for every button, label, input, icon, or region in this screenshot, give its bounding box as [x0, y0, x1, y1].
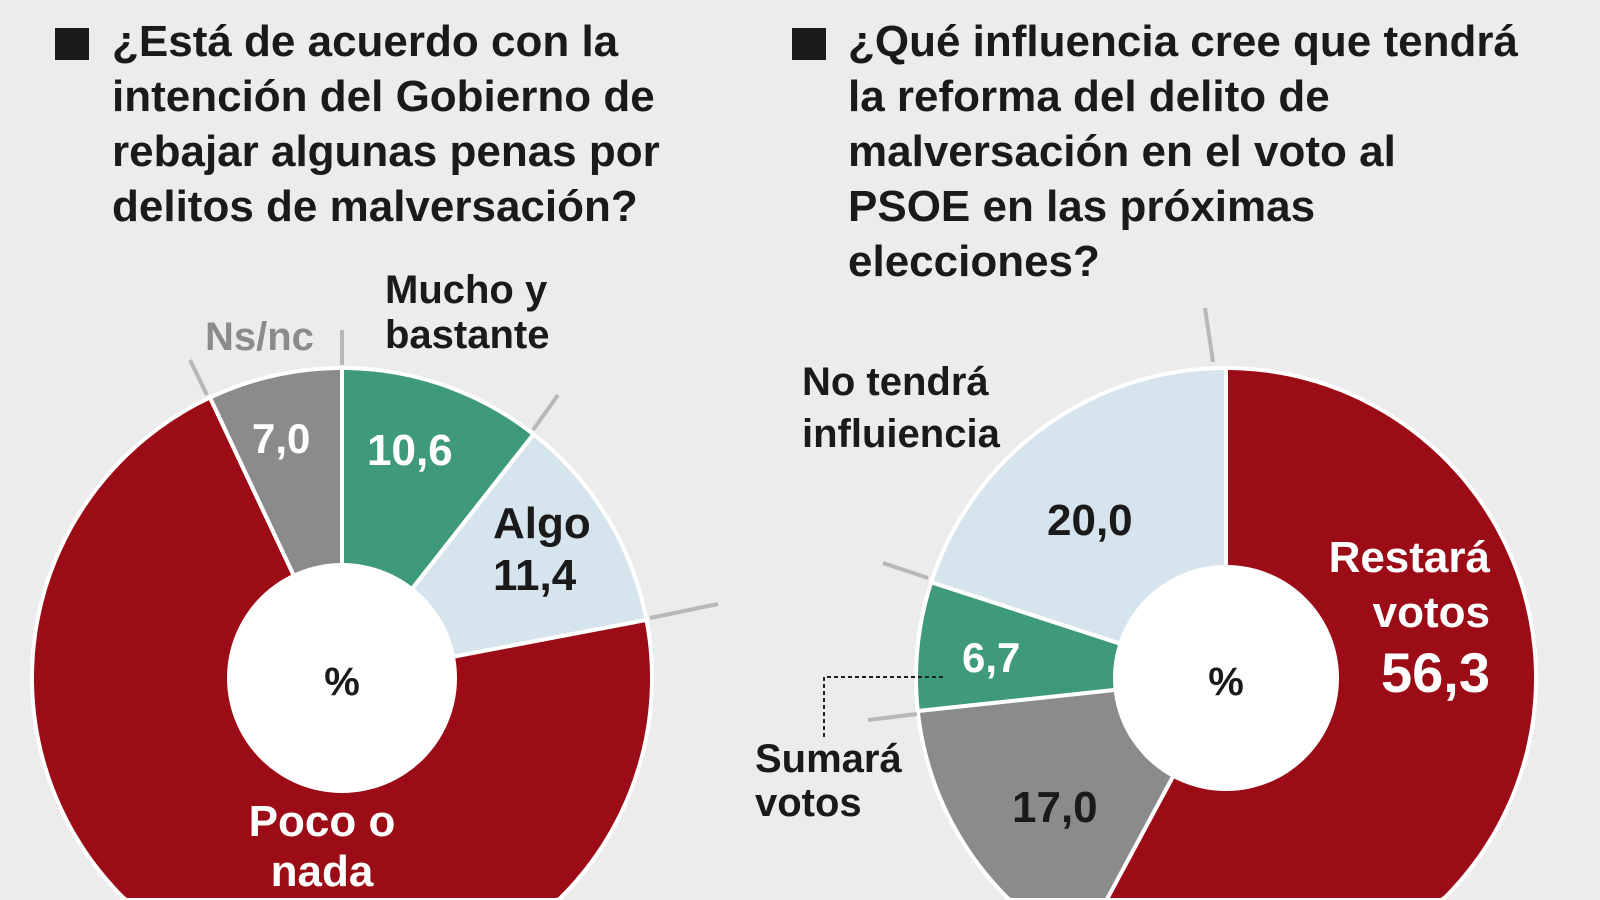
- leader-lines: [188, 307, 1215, 722]
- slice-label-restara: Restará votos: [1329, 533, 1491, 637]
- slice-value-no-tendra: 20,0: [1047, 496, 1133, 545]
- center-label-right: %: [1208, 660, 1244, 704]
- slice-label-mucho: Mucho y bastante: [385, 268, 550, 357]
- slice-value-algo: 11,4: [493, 551, 577, 600]
- slice-label-no-tendra: No tendrá influiencia: [802, 360, 1001, 456]
- leader-line: [1203, 307, 1215, 363]
- title-bullet-left: [55, 28, 89, 60]
- slice-value-sumara: 6,7: [962, 634, 1020, 681]
- donut-hole: [1113, 565, 1339, 791]
- slice-value-gray: 17,0: [1012, 783, 1098, 832]
- title-bullet-right: [792, 28, 826, 60]
- slice-label-poco: Poco o nada: [249, 797, 396, 896]
- slice-label-algo: Algo: [493, 499, 591, 548]
- donut-hole: [227, 563, 457, 793]
- leader-line: [882, 561, 929, 580]
- chart-title-left: ¿Está de acuerdo con la intención del Go…: [112, 17, 660, 231]
- leader-line: [867, 712, 918, 722]
- leader-line: [188, 359, 209, 396]
- slice-value-mucho: 10,6: [367, 426, 453, 475]
- leader-line: [531, 393, 560, 432]
- slice-label-sumara: Sumará votos: [755, 737, 902, 825]
- leader-line: [649, 602, 719, 620]
- slice-label-mucho-text: Mucho y bastante: [385, 268, 550, 357]
- chart-title-right: ¿Qué influencia cree que tendrá la refor…: [848, 17, 1518, 286]
- donut-slice-poco-o-nada: [30, 395, 654, 900]
- slice-value-restara: 56,3: [1381, 641, 1490, 704]
- slice-value-ns-nc: 7,0: [252, 415, 310, 462]
- slice-label-ns-nc: Ns/nc: [205, 315, 314, 359]
- center-label-left: %: [324, 660, 360, 704]
- dotted-leader: [823, 676, 943, 740]
